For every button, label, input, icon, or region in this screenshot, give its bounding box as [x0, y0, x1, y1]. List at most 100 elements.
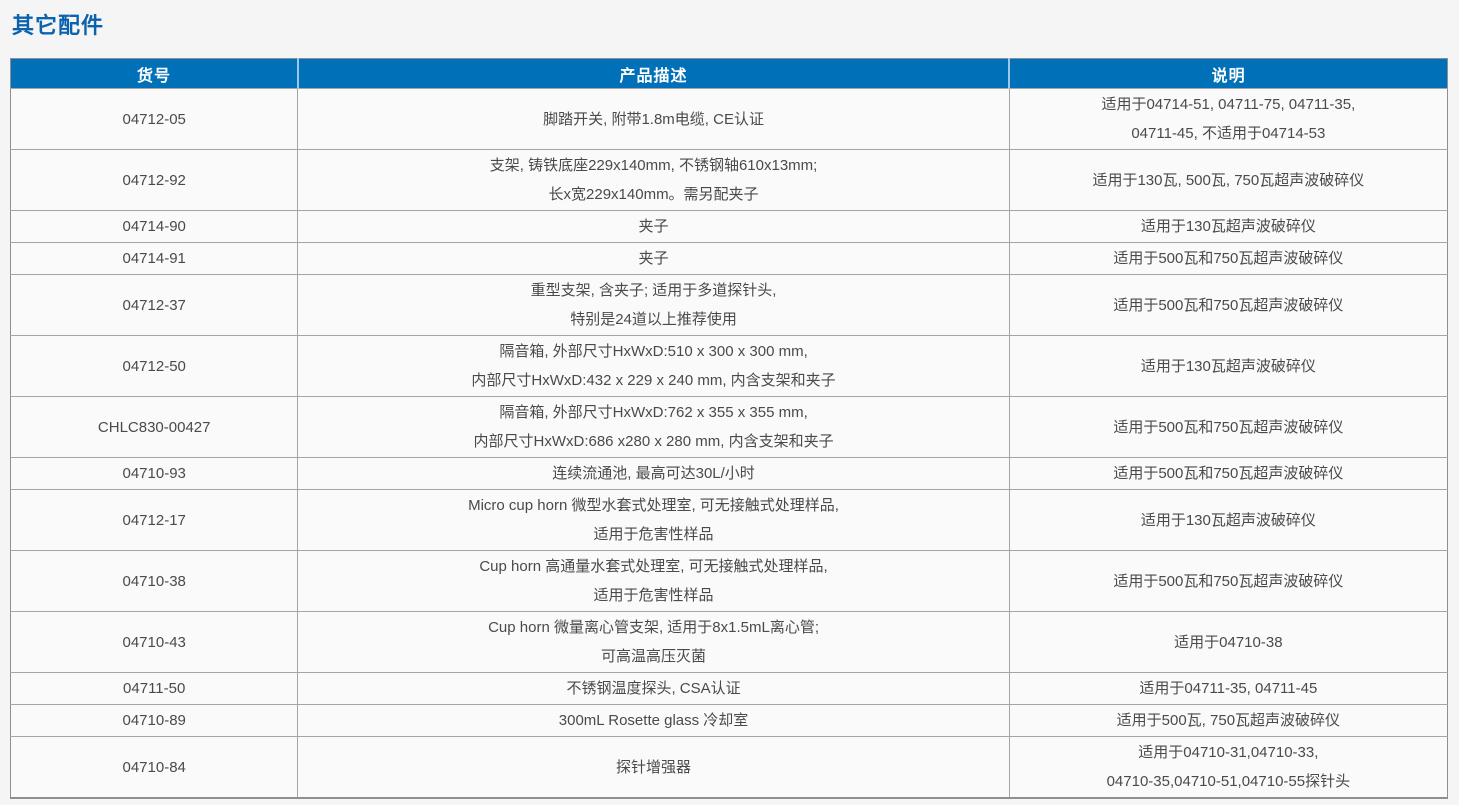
notes-cell: 适用于130瓦超声波破碎仪 — [1008, 210, 1448, 243]
table-body: 04712-05 脚踏开关, 附带1.8m电缆, CE认证 适用于04714-51,… — [10, 88, 1448, 798]
description-cell-line: 可高温高压灭菌 — [601, 648, 707, 665]
notes-cell-line: 适用于500瓦和750瓦超声波破碎仪 — [1113, 250, 1344, 267]
description-cell: 支架, 铸铁底座229x140mm, 不锈钢轴610x13mm; 长x宽229x1… — [297, 149, 1010, 211]
notes-cell: 适用于130瓦超声波破碎仪 — [1008, 489, 1448, 551]
catalog-number-cell-line: CHLC830-00427 — [97, 418, 211, 436]
description-cell-line: 长x宽229x140mm。需另配夹子 — [548, 186, 759, 203]
description-cell-line: 夹子 — [638, 250, 669, 267]
description-cell-line: 脚踏开关, 附带1.8m电缆, CE认证 — [543, 110, 764, 128]
table-row: 04710-93 连续流通池, 最高可达30L/小时 适用于500瓦和750瓦超声波… — [10, 457, 1448, 490]
table-row: 04712-92 支架, 铸铁底座229x140mm, 不锈钢轴610x13mm;… — [10, 149, 1448, 211]
description-cell-line: 夹子 — [638, 218, 669, 235]
notes-cell-line: 适用于500瓦和750瓦超声波破碎仪 — [1113, 418, 1344, 436]
catalog-number-cell-line: 04711-50 — [123, 680, 186, 697]
notes-cell-line: 适用于130瓦, 500瓦, 750瓦超声波破碎仪 — [1092, 171, 1365, 189]
notes-cell: 适用于500瓦, 750瓦超声波破碎仪 — [1008, 704, 1448, 737]
description-cell-line: 内部尺寸HxWxD:432 x 229 x 240 mm, 内含支架和夹子 — [471, 372, 836, 389]
description-cell-line: 重型支架, 含夹子; 适用于多道探针头, — [530, 282, 777, 299]
description-cell: Cup horn 微量离心管支架, 适用于8x1.5mL离心管; 可高温高压灭菌 — [297, 611, 1010, 673]
description-cell-line: 探针增强器 — [616, 758, 692, 776]
description-cell: 夹子 — [297, 242, 1010, 275]
description-cell-line: 300mL Rosette glass 冷却室 — [558, 712, 749, 729]
description-cell-line: Cup horn 微量离心管支架, 适用于8x1.5mL离心管; — [488, 619, 819, 636]
notes-cell-line: 适用于04711-35, 04711-45 — [1139, 680, 1318, 697]
notes-cell: 适用于500瓦和750瓦超声波破碎仪 — [1008, 396, 1448, 458]
description-cell-line: 适用于危害性样品 — [593, 526, 714, 543]
catalog-number-cell-line: 04712-92 — [122, 171, 186, 189]
table-row: 04714-91 夹子 适用于500瓦和750瓦超声波破碎仪 — [10, 242, 1448, 275]
description-cell-line: Micro cup horn 微型水套式处理室, 可无接触式处理样品, — [468, 497, 839, 514]
description-cell: Cup horn 高通量水套式处理室, 可无接触式处理样品, 适用于危害性样品 — [297, 550, 1010, 612]
notes-cell: 适用于04711-35, 04711-45 — [1008, 672, 1448, 705]
catalog-number-cell: 04712-17 — [10, 489, 298, 551]
description-cell: 脚踏开关, 附带1.8m电缆, CE认证 — [297, 88, 1010, 150]
description-cell-line: Cup horn 高通量水套式处理室, 可无接触式处理样品, — [479, 558, 828, 575]
column-header-catalog-number: 货号 — [10, 58, 298, 89]
table-row: 04710-89 300mL Rosette glass 冷却室 适用于500瓦, … — [10, 704, 1448, 737]
column-header-product-description: 产品描述 — [296, 58, 1010, 89]
notes-cell: 适用于130瓦, 500瓦, 750瓦超声波破碎仪 — [1008, 149, 1448, 211]
description-cell-line: 隔音箱, 外部尺寸HxWxD:762 x 355 x 355 mm, — [499, 404, 808, 421]
notes-cell-line: 适用于04710-38 — [1174, 633, 1283, 651]
catalog-number-cell: 04710-38 — [10, 550, 298, 612]
notes-cell-line: 04711-45, 不适用于04714-53 — [1131, 125, 1326, 142]
page-title: 其它配件 — [12, 13, 105, 38]
catalog-number-cell: 04712-50 — [10, 335, 298, 397]
table-row: CHLC830-00427 隔音箱, 外部尺寸HxWxD:762 x 355 x … — [10, 396, 1448, 458]
notes-cell: 适用于04714-51, 04711-75, 04711-35, 04711-45… — [1008, 88, 1448, 150]
catalog-number-cell-line: 04712-05 — [122, 110, 186, 128]
notes-cell: 适用于04710-31,04710-33, 04710-35,04710-51,0… — [1008, 736, 1448, 798]
catalog-number-cell-line: 04710-38 — [122, 572, 186, 590]
notes-cell: 适用于130瓦超声波破碎仪 — [1008, 335, 1448, 397]
notes-cell-line: 适用于130瓦超声波破碎仪 — [1140, 511, 1316, 529]
catalog-number-cell-line: 04712-17 — [122, 511, 186, 529]
notes-cell-line: 适用于04714-51, 04711-75, 04711-35, — [1101, 96, 1356, 113]
notes-cell-line: 适用于500瓦和750瓦超声波破碎仪 — [1113, 296, 1344, 314]
notes-cell: 适用于500瓦和750瓦超声波破碎仪 — [1008, 274, 1448, 336]
accessories-table: 货号 产品描述 说明 04712-05 脚踏开关, 附带1.8m电缆, CE认证适… — [10, 58, 1448, 799]
description-cell-line: 特别是24道以上推荐使用 — [570, 311, 737, 328]
description-cell-line: 不锈钢温度探头, CSA认证 — [566, 680, 741, 697]
description-cell-line: 适用于危害性样品 — [593, 587, 714, 604]
table-row: 04711-50 不锈钢温度探头, CSA认证 适用于04711-35, 04711… — [10, 672, 1448, 705]
catalog-number-cell: 04712-37 — [10, 274, 298, 336]
catalog-number-cell: 04710-84 — [10, 736, 298, 798]
table-header-row: 货号 产品描述 说明 — [10, 58, 1448, 89]
catalog-number-cell: CHLC830-00427 — [10, 396, 298, 458]
notes-cell-line: 适用于130瓦超声波破碎仪 — [1140, 357, 1316, 375]
catalog-number-cell-line: 04710-43 — [122, 633, 186, 651]
catalog-number-cell-line: 04714-91 — [122, 250, 186, 267]
table-row: 04712-37 重型支架, 含夹子; 适用于多道探针头, 特别是24道以上推荐使用… — [10, 274, 1448, 336]
table-row: 04712-50 隔音箱, 外部尺寸HxWxD:510 x 300 x 300 m… — [10, 335, 1448, 397]
description-cell-line: 支架, 铸铁底座229x140mm, 不锈钢轴610x13mm; — [489, 157, 818, 174]
table-row: 04710-84 探针增强器 适用于04710-31,04710-33, 04710-… — [10, 736, 1448, 798]
table-row: 04714-90 夹子 适用于130瓦超声波破碎仪 — [10, 210, 1448, 243]
notes-cell-line: 适用于04710-31,04710-33, — [1138, 744, 1319, 761]
description-cell: 连续流通池, 最高可达30L/小时 — [297, 457, 1010, 490]
description-cell: Micro cup horn 微型水套式处理室, 可无接触式处理样品, 适用于危害… — [297, 489, 1010, 551]
catalog-number-cell-line: 04710-89 — [122, 712, 186, 729]
description-cell-line: 连续流通池, 最高可达30L/小时 — [552, 465, 755, 482]
notes-cell: 适用于04710-38 — [1008, 611, 1448, 673]
description-cell: 探针增强器 — [297, 736, 1010, 798]
catalog-number-cell: 04710-43 — [10, 611, 298, 673]
description-cell: 隔音箱, 外部尺寸HxWxD:510 x 300 x 300 mm, 内部尺寸Hx… — [297, 335, 1010, 397]
description-cell: 夹子 — [297, 210, 1010, 243]
notes-cell-line: 04710-35,04710-51,04710-55探针头 — [1106, 773, 1351, 790]
catalog-number-cell-line: 04712-50 — [122, 357, 186, 375]
catalog-number-cell-line: 04710-93 — [122, 465, 186, 482]
catalog-number-cell: 04711-50 — [10, 672, 298, 705]
notes-cell-line: 适用于500瓦, 750瓦超声波破碎仪 — [1116, 712, 1341, 729]
table-row: 04710-43 Cup horn 微量离心管支架, 适用于8x1.5mL离心管;… — [10, 611, 1448, 673]
catalog-number-cell-line: 04712-37 — [122, 296, 186, 314]
notes-cell: 适用于500瓦和750瓦超声波破碎仪 — [1008, 550, 1448, 612]
catalog-number-cell-line: 04714-90 — [122, 218, 186, 235]
table-row: 04710-38 Cup horn 高通量水套式处理室, 可无接触式处理样品, 适用… — [10, 550, 1448, 612]
description-cell-line: 隔音箱, 外部尺寸HxWxD:510 x 300 x 300 mm, — [499, 343, 808, 360]
description-cell: 300mL Rosette glass 冷却室 — [297, 704, 1010, 737]
catalog-number-cell: 04710-89 — [10, 704, 298, 737]
catalog-number-cell: 04712-05 — [10, 88, 298, 150]
notes-cell-line: 适用于130瓦超声波破碎仪 — [1140, 218, 1316, 235]
catalog-number-cell: 04710-93 — [10, 457, 298, 490]
